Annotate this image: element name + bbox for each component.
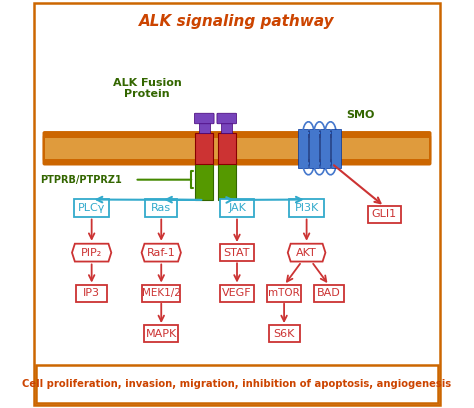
Text: Ras: Ras bbox=[151, 203, 171, 213]
FancyBboxPatch shape bbox=[199, 120, 210, 133]
FancyBboxPatch shape bbox=[314, 285, 344, 302]
Text: S6K: S6K bbox=[273, 329, 295, 339]
FancyBboxPatch shape bbox=[217, 113, 237, 124]
FancyBboxPatch shape bbox=[220, 285, 254, 302]
FancyBboxPatch shape bbox=[220, 244, 254, 261]
FancyBboxPatch shape bbox=[368, 206, 401, 223]
Text: PIP₂: PIP₂ bbox=[81, 248, 102, 257]
FancyBboxPatch shape bbox=[144, 325, 178, 342]
FancyBboxPatch shape bbox=[76, 285, 107, 302]
FancyBboxPatch shape bbox=[269, 325, 300, 342]
Text: PTPRB/PTPRZ1: PTPRB/PTPRZ1 bbox=[40, 175, 122, 185]
FancyBboxPatch shape bbox=[289, 199, 324, 217]
FancyBboxPatch shape bbox=[34, 3, 440, 405]
Text: ALK signaling pathway: ALK signaling pathway bbox=[139, 14, 335, 29]
Text: BAD: BAD bbox=[317, 288, 341, 298]
Text: mTOR: mTOR bbox=[268, 288, 300, 298]
FancyBboxPatch shape bbox=[194, 113, 214, 124]
Text: AKT: AKT bbox=[296, 248, 317, 257]
FancyBboxPatch shape bbox=[267, 285, 301, 302]
Text: Cell proliferation, invasion, migration, inhibition of apoptosis, angiogenesis: Cell proliferation, invasion, migration,… bbox=[22, 379, 452, 389]
Polygon shape bbox=[142, 244, 181, 262]
FancyBboxPatch shape bbox=[195, 163, 213, 200]
FancyBboxPatch shape bbox=[145, 199, 177, 217]
FancyBboxPatch shape bbox=[320, 129, 330, 168]
FancyBboxPatch shape bbox=[43, 131, 431, 166]
FancyBboxPatch shape bbox=[36, 365, 438, 403]
Text: IP3: IP3 bbox=[83, 288, 100, 298]
FancyBboxPatch shape bbox=[331, 129, 341, 168]
Text: GLI1: GLI1 bbox=[372, 209, 397, 219]
FancyBboxPatch shape bbox=[298, 129, 308, 168]
Text: MEK1/2: MEK1/2 bbox=[142, 288, 181, 298]
Text: STAT: STAT bbox=[224, 248, 250, 257]
Text: MAPK: MAPK bbox=[146, 329, 177, 339]
Text: JAK: JAK bbox=[228, 203, 246, 213]
FancyBboxPatch shape bbox=[45, 138, 429, 159]
Text: ALK Fusion
Protein: ALK Fusion Protein bbox=[112, 78, 181, 99]
Polygon shape bbox=[288, 244, 326, 262]
FancyBboxPatch shape bbox=[142, 285, 180, 302]
FancyBboxPatch shape bbox=[221, 120, 232, 133]
FancyBboxPatch shape bbox=[74, 199, 109, 217]
FancyBboxPatch shape bbox=[218, 133, 236, 164]
FancyBboxPatch shape bbox=[220, 199, 254, 217]
FancyBboxPatch shape bbox=[43, 135, 431, 162]
Text: VEGF: VEGF bbox=[222, 288, 252, 298]
FancyBboxPatch shape bbox=[218, 163, 236, 200]
Text: PI3K: PI3K bbox=[294, 203, 319, 213]
Text: Raf-1: Raf-1 bbox=[147, 248, 176, 257]
FancyBboxPatch shape bbox=[195, 133, 213, 164]
Text: PLCγ: PLCγ bbox=[78, 203, 105, 213]
Text: SMO: SMO bbox=[347, 110, 375, 120]
Polygon shape bbox=[72, 244, 111, 262]
FancyBboxPatch shape bbox=[309, 129, 319, 168]
